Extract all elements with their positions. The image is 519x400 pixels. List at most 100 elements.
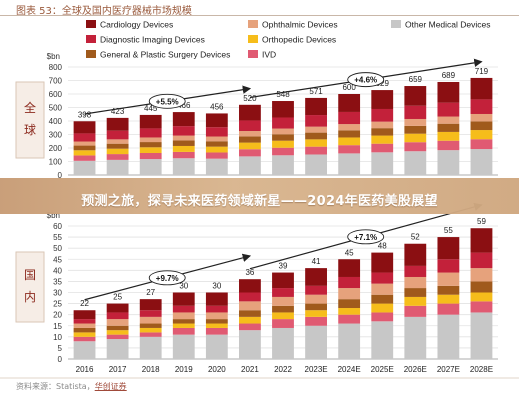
bar-segment [205,127,228,137]
bar-segment [338,314,361,324]
y-axis-unit: $bn [47,52,60,61]
bar-segment [437,303,460,315]
bar-segment [404,125,427,134]
bar-total-label: 55 [444,226,453,235]
bar-segment [338,323,361,359]
bar-segment [404,105,427,119]
bar-total-label: 520 [243,94,257,103]
legend-label: IVD [262,50,276,60]
bar-segment [139,159,162,175]
bar-segment [172,334,195,359]
bar-segment [470,228,493,253]
bar-segment [338,145,361,154]
bar-segment [205,327,228,335]
region-tag-char: 全 [24,100,36,115]
bar-segment [73,155,96,161]
bar-segment [338,153,361,175]
bar-segment [470,130,493,140]
bar-segment [437,131,460,141]
bar-segment [73,341,96,359]
bar-segment [338,94,361,112]
bar-segment [404,316,427,359]
bar-segment [73,150,96,156]
region-tag-char: 内 [24,290,36,304]
bar-segment [338,124,361,131]
bar-total-label: 548 [276,90,290,99]
bar-segment [470,301,493,313]
bar-segment [437,314,460,359]
y-axis-unit: $bn [47,211,60,220]
bar-total-label: 445 [144,104,158,113]
bar-segment [404,276,427,289]
y-tick-label: 25 [53,300,62,309]
bar-total-label: 36 [245,268,254,277]
bar-segment [371,294,394,304]
bar-segment [139,142,162,148]
bar-segment [371,152,394,175]
bar-segment [371,108,394,122]
bar-segment [437,259,460,273]
bar-segment [106,325,129,331]
y-tick-label: 200 [49,144,63,153]
cagr-label: +9.7% [156,274,179,283]
legend-label: General & Plastic Surgery Devices [100,50,230,60]
bar-segment [139,114,162,129]
bar-segment [470,281,493,293]
bar-segment [470,292,493,302]
bar-segment [106,319,129,326]
bar-segment [305,268,327,286]
bar-segment [338,130,361,138]
bar-segment [305,294,327,304]
bar-total-label: 719 [475,67,489,76]
bar-segment [470,252,493,269]
bar-segment [272,128,294,135]
cagr-label: +4.6% [354,76,377,85]
bar-total-label: 45 [345,248,354,257]
y-tick-label: 30 [53,289,62,298]
source-highlight: 华创证券 [94,382,127,391]
bar-segment [338,259,361,277]
bar-segment [470,149,493,175]
bar-segment [73,319,96,324]
bar-segment [470,121,493,131]
bar-total-label: 600 [342,83,356,92]
bar-segment [73,336,96,342]
bar-segment [305,303,327,311]
figure-title: 图表 53：全球及国内医疗器械市场规模 [16,6,192,17]
x-tick-label: 2018 [142,365,160,374]
legend-label: Diagnostic Imaging Devices [100,35,205,45]
bar-segment [172,151,195,159]
bar-segment [106,117,129,131]
bar-segment [139,316,162,324]
bar-segment [338,308,361,315]
bar-segment [437,81,460,103]
bar-segment [338,288,361,300]
bar-segment [172,158,195,175]
bar-segment [139,153,162,160]
bar-segment [371,312,394,322]
bar-segment [305,285,327,295]
bar-segment [73,310,96,320]
bar-segment [404,86,427,106]
x-tick-label: 2016 [76,365,94,374]
bar-segment [139,147,162,153]
cagr-badge [347,229,385,245]
y-tick-label: 50 [53,244,62,253]
bar-segment [205,141,228,147]
legend-swatch [248,20,258,28]
bar-segment [272,134,294,141]
bar-segment [139,128,162,138]
bar-segment [305,316,327,326]
y-tick-label: 500 [49,104,63,113]
bar-segment [172,312,195,320]
bar-total-label: 22 [80,299,89,308]
bar-segment [470,312,493,359]
bar-segment [205,312,228,320]
x-tick-label: 2024E [338,365,361,374]
bar-segment [205,146,228,153]
bar-segment [205,305,228,313]
cagr-badge [347,72,385,88]
bar-segment [172,126,195,136]
region-tag-char: 球 [24,123,36,137]
